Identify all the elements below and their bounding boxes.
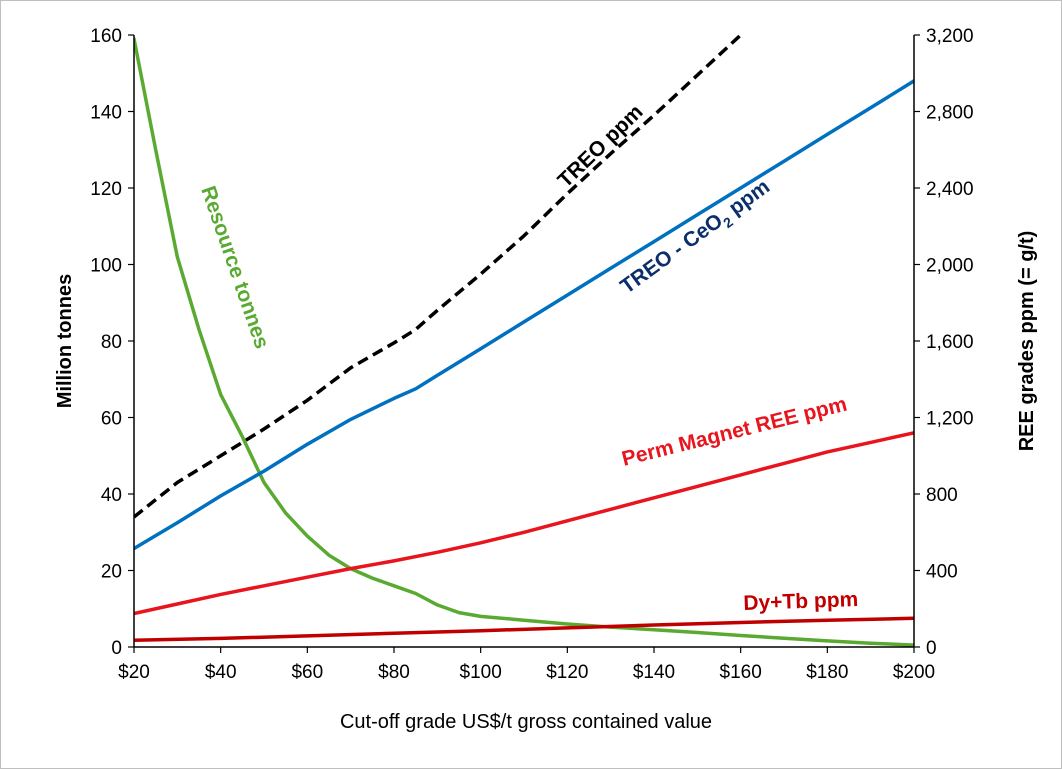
y-tick-label: 20 xyxy=(101,562,122,583)
y-tick-label: 120 xyxy=(90,179,122,200)
series-line-perm-magnet-ree-ppm xyxy=(134,431,914,616)
x-tick-label: $120 xyxy=(546,662,588,683)
x-tick-label: $40 xyxy=(205,662,237,683)
y-tick-label: 100 xyxy=(90,256,122,277)
y2-tick-label: 2,000 xyxy=(926,256,974,277)
y2-tick-label: 2,800 xyxy=(926,103,974,124)
ticks-layer: $20 $40 $60 $80 $100 $120 $140 $160 $180 $200 0 20 4… xyxy=(90,26,973,683)
y2-axis-title: REE grades ppm (= g/t) xyxy=(1016,231,1038,452)
y2-tick-label: 400 xyxy=(926,562,958,583)
y2-tick-label: 2,400 xyxy=(926,179,974,200)
series-line-resource-tonnes xyxy=(134,37,914,647)
y-tick-label: 0 xyxy=(111,638,122,659)
series-label-perm-magnet: Perm Magnet REE ppm xyxy=(620,393,850,471)
series-line-treo-ppm xyxy=(134,33,742,519)
y-tick-label: 60 xyxy=(101,409,122,430)
series-labels: Resource tonnes TREO ppm TREO - CeO2 ppm… xyxy=(196,100,858,615)
y2-tick-label: 1,200 xyxy=(926,409,974,430)
y2-tick-label: 1,600 xyxy=(926,332,974,353)
x-tick-label: $20 xyxy=(118,662,150,683)
series-layer xyxy=(134,33,914,647)
y-tick-label: 40 xyxy=(101,485,122,506)
x-axis-title: Cut-off grade US$/t gross contained valu… xyxy=(340,711,712,733)
y2-tick-label: 800 xyxy=(926,485,958,506)
series-label-dy-tb: Dy+Tb ppm xyxy=(743,588,859,615)
series-label-resource-tonnes: Resource tonnes xyxy=(196,183,273,352)
x-tick-label: $160 xyxy=(720,662,762,683)
y2-tick-label: 0 xyxy=(926,638,937,659)
x-tick-label: $140 xyxy=(633,662,675,683)
x-tick-label: $80 xyxy=(378,662,410,683)
x-tick-label: $100 xyxy=(460,662,502,683)
x-tick-label: $60 xyxy=(291,662,323,683)
series-label-treo: TREO ppm xyxy=(553,100,647,192)
y-axis-title: Million tonnes xyxy=(54,274,76,408)
y-tick-label: 80 xyxy=(101,332,122,353)
y-tick-label: 160 xyxy=(90,26,122,47)
series-label-treo-ceo2: TREO - CeO2 ppm xyxy=(616,175,776,302)
x-tick-label: $200 xyxy=(893,662,935,683)
series-line-treo-ceo2-ppm xyxy=(134,79,914,551)
x-tick-label: $180 xyxy=(806,662,848,683)
series-line-dy-tb-ppm xyxy=(134,616,914,643)
y-tick-label: 140 xyxy=(90,103,122,124)
y2-tick-label: 3,200 xyxy=(926,26,974,47)
